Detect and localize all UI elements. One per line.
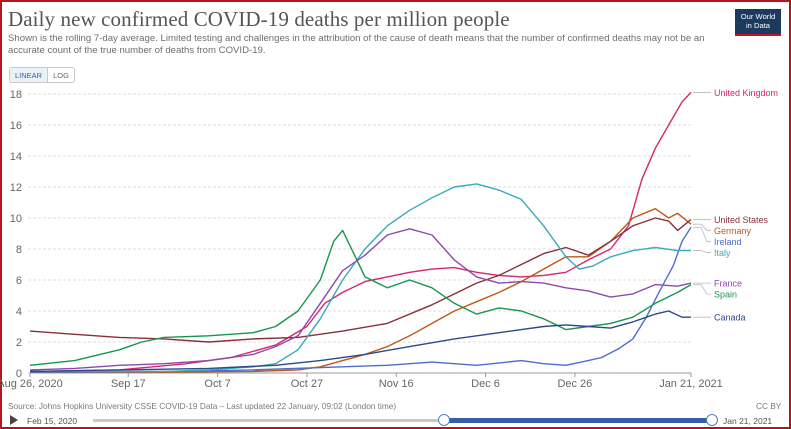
legend-label: France bbox=[714, 279, 742, 289]
chart-subtitle: Shown is the rolling 7-day average. Limi… bbox=[8, 33, 705, 56]
log-scale-button[interactable]: LOG bbox=[53, 71, 69, 80]
y-tick-label: 8 bbox=[16, 244, 22, 256]
timeline-end-handle[interactable] bbox=[706, 414, 718, 426]
timeline-track[interactable] bbox=[93, 419, 711, 422]
y-tick-label: 14 bbox=[10, 151, 22, 163]
y-tick-label: 0 bbox=[16, 368, 22, 380]
chart-title: Daily new confirmed COVID-19 deaths per … bbox=[8, 7, 510, 31]
play-icon[interactable] bbox=[10, 415, 18, 425]
y-tick-label: 6 bbox=[16, 275, 22, 287]
x-tick-label: Aug 26, 2020 bbox=[0, 378, 63, 390]
series-line-italy bbox=[30, 183, 691, 373]
legend-connector bbox=[693, 223, 711, 231]
series-line-france bbox=[29, 228, 692, 371]
timeline-selected-range bbox=[443, 418, 711, 423]
x-tick-label: Oct 27 bbox=[291, 378, 323, 390]
legend-label: United Kingdom bbox=[714, 88, 778, 98]
x-tick-label: Oct 7 bbox=[204, 378, 230, 390]
linear-scale-button[interactable]: LINEAR bbox=[10, 68, 49, 82]
y-tick-label: 18 bbox=[10, 89, 22, 101]
y-tick-label: 2 bbox=[16, 337, 22, 349]
legend-label: Italy bbox=[714, 248, 731, 258]
source-note: Source: Johns Hopkins University CSSE CO… bbox=[8, 401, 397, 411]
x-tick-label: Nov 16 bbox=[379, 378, 414, 390]
logo-line-2: in Data bbox=[745, 21, 771, 30]
y-tick-label: 4 bbox=[16, 306, 22, 318]
legend-connector bbox=[693, 284, 711, 295]
scale-toggle: LINEAR LOG bbox=[9, 67, 75, 83]
timeline-start-handle[interactable] bbox=[438, 414, 450, 426]
owid-logo[interactable]: Our World in Data bbox=[735, 9, 781, 36]
series-line-canada bbox=[29, 310, 691, 373]
x-tick-label: Dec 6 bbox=[471, 378, 500, 390]
series-line-united-kingdom bbox=[29, 91, 692, 373]
timeline: Feb 15, 2020 Jan 21, 2021 bbox=[0, 413, 791, 429]
logo-line-1: Our World bbox=[740, 12, 776, 21]
y-tick-label: 12 bbox=[10, 182, 22, 194]
series-line-ireland bbox=[29, 226, 692, 373]
series-line-united-states bbox=[29, 217, 692, 343]
legend-connector bbox=[693, 250, 711, 253]
legend-label: Spain bbox=[714, 290, 737, 300]
y-tick-label: 16 bbox=[10, 120, 22, 132]
legend-label: Germany bbox=[714, 226, 752, 236]
x-tick-label: Jan 21, 2021 bbox=[659, 378, 723, 390]
logo-accent-bar bbox=[735, 34, 781, 36]
legend-label: Ireland bbox=[714, 237, 742, 247]
series-line-spain bbox=[29, 229, 692, 366]
series-line-germany bbox=[30, 207, 692, 373]
timeline-start-label: Feb 15, 2020 bbox=[27, 416, 78, 426]
timeline-end-label: Jan 21, 2021 bbox=[723, 416, 773, 426]
license-link[interactable]: CC BY bbox=[756, 401, 782, 411]
legend-label: United States bbox=[714, 215, 769, 225]
y-tick-label: 10 bbox=[10, 213, 22, 225]
legend-label: Canada bbox=[714, 313, 746, 323]
legend-connector bbox=[693, 226, 711, 242]
x-tick-label: Sep 17 bbox=[111, 378, 146, 390]
x-tick-label: Dec 26 bbox=[557, 378, 592, 390]
